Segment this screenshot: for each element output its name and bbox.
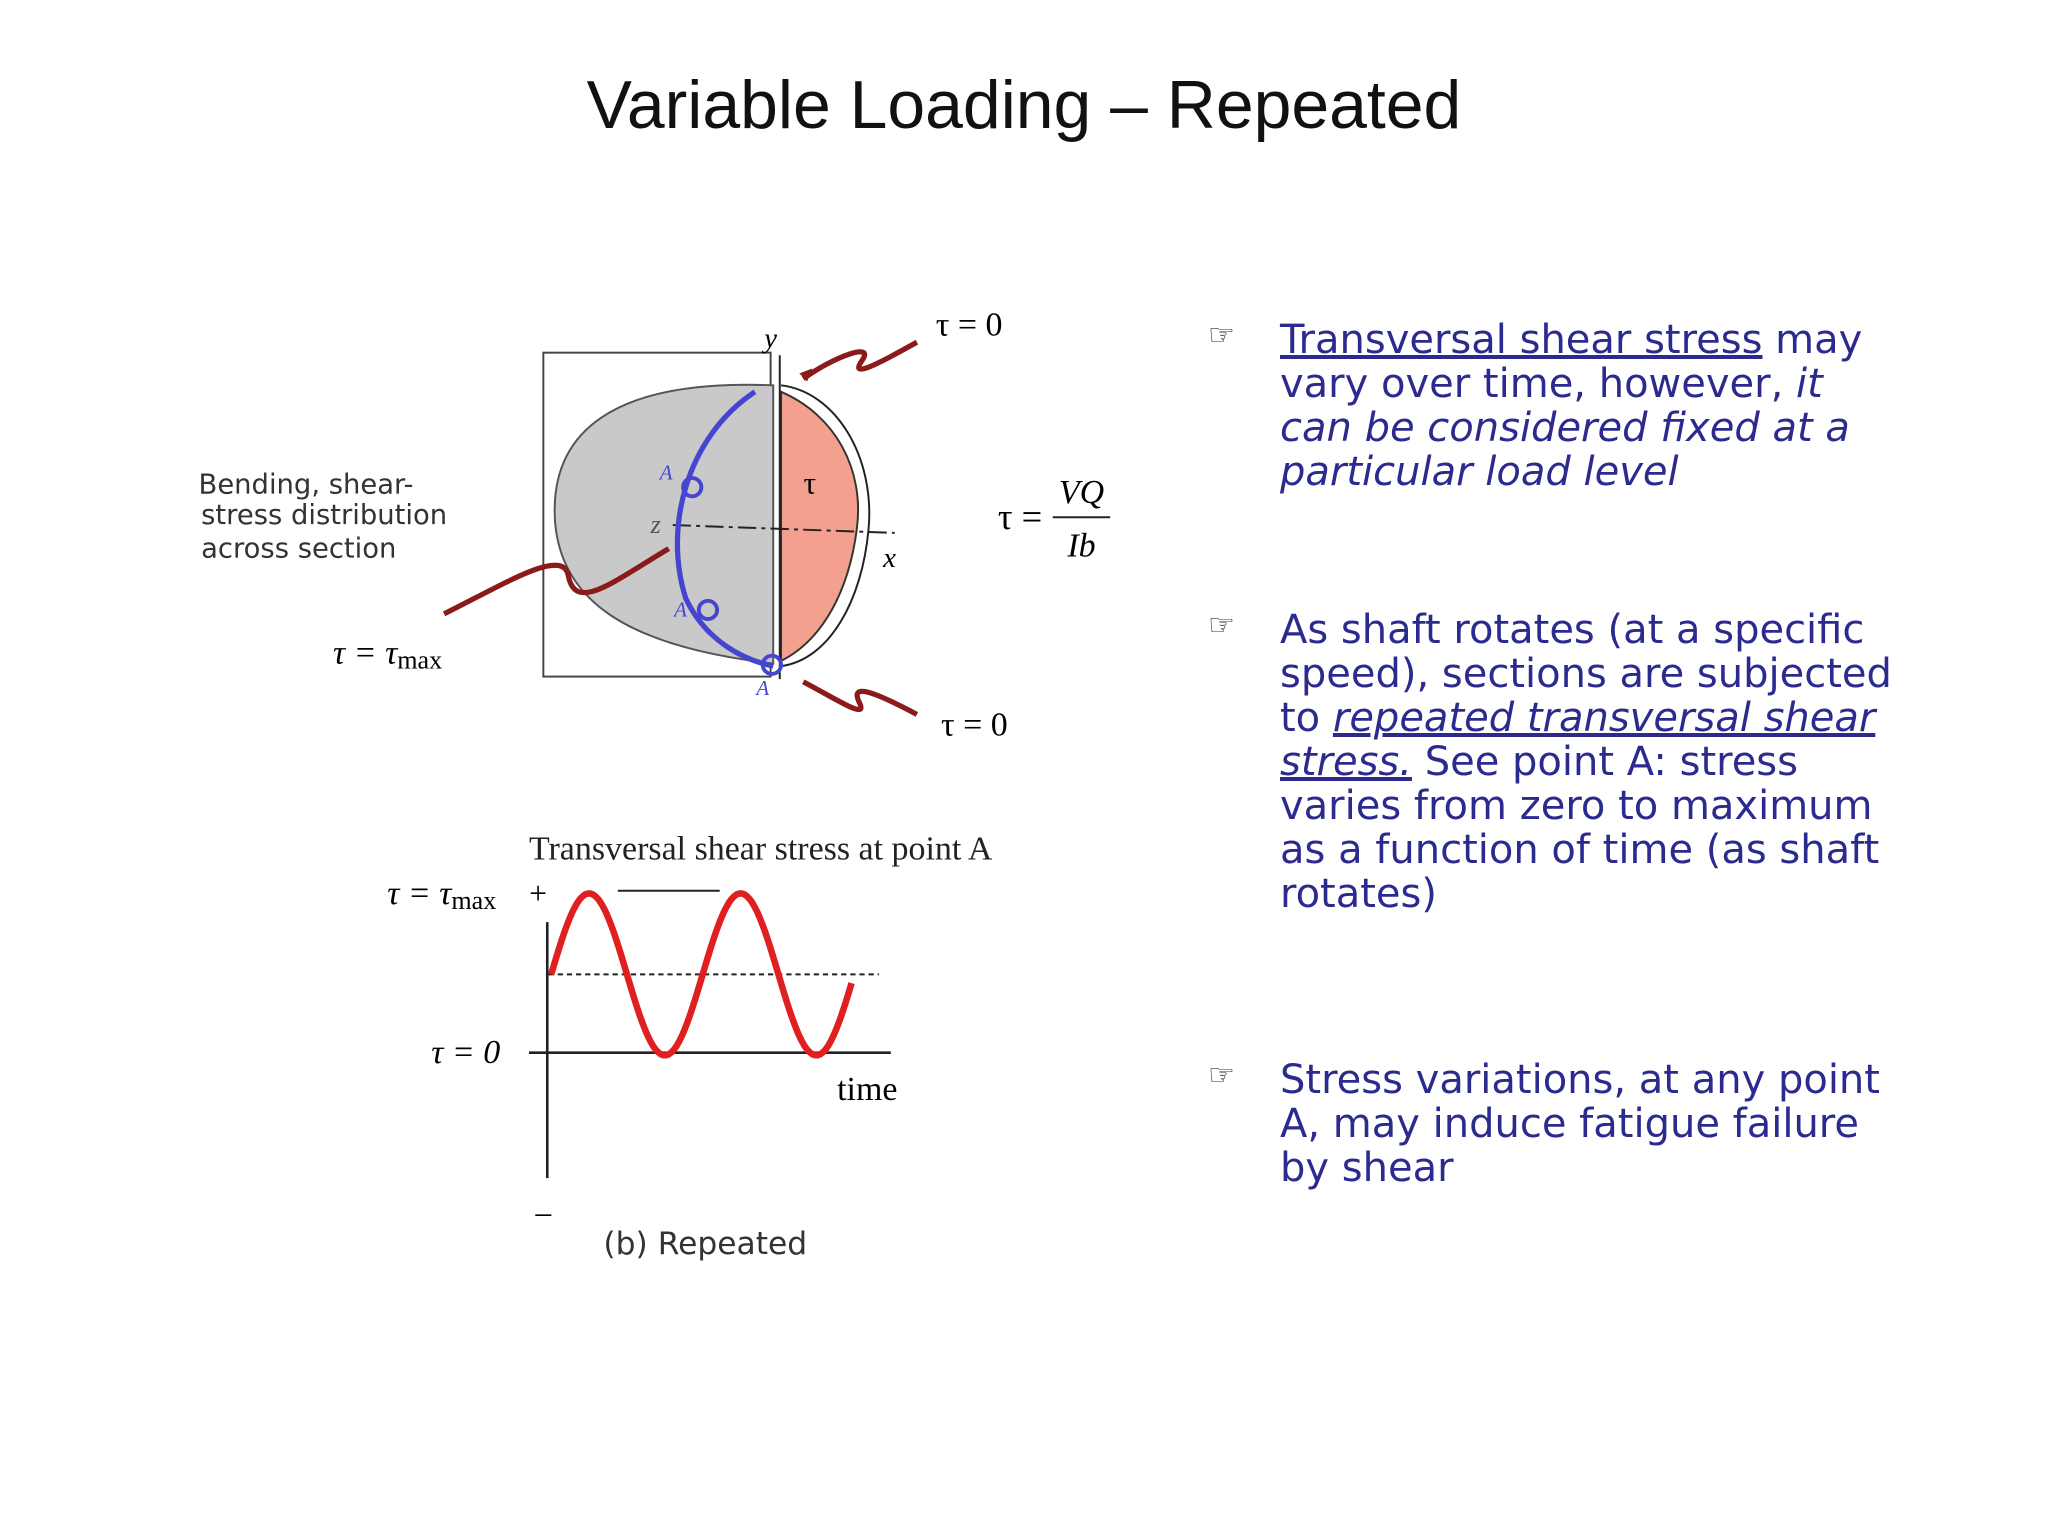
bullet: ☞ Stress variations, at any point A, may …	[1208, 1058, 1908, 1190]
arrow-head	[799, 368, 813, 382]
arrow	[442, 546, 671, 617]
text-segment: As shaft rotates (at a specific speed), …	[1280, 607, 1892, 741]
tau-max-main: τ = τ	[387, 875, 453, 912]
axis-label: x	[882, 542, 896, 574]
bullet-marker: ☞	[1208, 318, 1235, 353]
formula: VQ	[1059, 474, 1104, 511]
text-segment: it can be considered fixed at a particul…	[1280, 361, 1850, 495]
minus-sign: –	[535, 1195, 552, 1230]
tau-label: τ = 0	[941, 706, 1008, 743]
bullet-text: Transversal shear stress may vary over t…	[1280, 318, 1900, 494]
x-axis	[672, 524, 895, 534]
text-segment: may vary over time, however,	[1280, 317, 1863, 407]
tau-label: τ	[803, 466, 816, 501]
tau-max: τ = τmax	[333, 635, 442, 675]
axis-label: y	[761, 322, 777, 354]
bullet: ☞ As shaft rotates (at a specific speed),…	[1208, 608, 1908, 916]
stress-area	[780, 390, 859, 663]
point-label: A	[754, 676, 769, 700]
time-label: time	[837, 1071, 897, 1108]
caption-line: Bending, shear-	[199, 470, 414, 501]
bullet: ☞ Transversal shear stress may vary over …	[1208, 318, 1908, 494]
text-segment: Transversal shear stress	[1280, 317, 1763, 363]
formula: τ =	[998, 496, 1042, 537]
point-label: A	[672, 597, 687, 621]
tau-max: τ = τmax	[387, 875, 496, 915]
bullet-text: As shaft rotates (at a specific speed), …	[1280, 608, 1900, 916]
bullet-text: Stress variations, at any point A, may i…	[1280, 1058, 1900, 1190]
bullet-marker: ☞	[1208, 1058, 1235, 1093]
tau-max-main: τ = τ	[333, 635, 399, 672]
plot-title: Transversal shear stress at point A	[529, 830, 993, 867]
point-a	[696, 598, 720, 622]
arrow	[801, 339, 919, 381]
point-a	[760, 653, 784, 676]
bullet-marker: ☞	[1208, 608, 1235, 643]
point-a	[681, 476, 704, 499]
figure-caption: (b) Repeated	[603, 1226, 807, 1262]
text-segment: Stress variations, at any point A, may i…	[1280, 1057, 1880, 1191]
arrow	[802, 679, 919, 717]
text-segment: repeated transversal shear stress.	[1280, 695, 1876, 785]
caption-line: across section	[201, 534, 396, 565]
formula: Ib	[1066, 527, 1095, 564]
shaft-section	[553, 383, 775, 665]
tau-label: τ = 0	[936, 307, 1003, 344]
tau-max-sub: max	[397, 646, 442, 675]
point-label: A	[658, 460, 673, 484]
axis-label: z	[650, 510, 661, 539]
plus-sign: +	[529, 876, 547, 911]
tau-max-sub: max	[451, 886, 496, 915]
stress-wave	[548, 890, 855, 1059]
text-segment: See point A: stress varies from zero to …	[1280, 739, 1880, 917]
section-edge	[780, 384, 871, 668]
neutral-curve	[674, 389, 774, 669]
slide-title: Variable Loading – Repeated	[587, 68, 1462, 143]
caption-line: stress distribution	[201, 500, 447, 531]
tau-zero: τ = 0	[431, 1034, 500, 1071]
